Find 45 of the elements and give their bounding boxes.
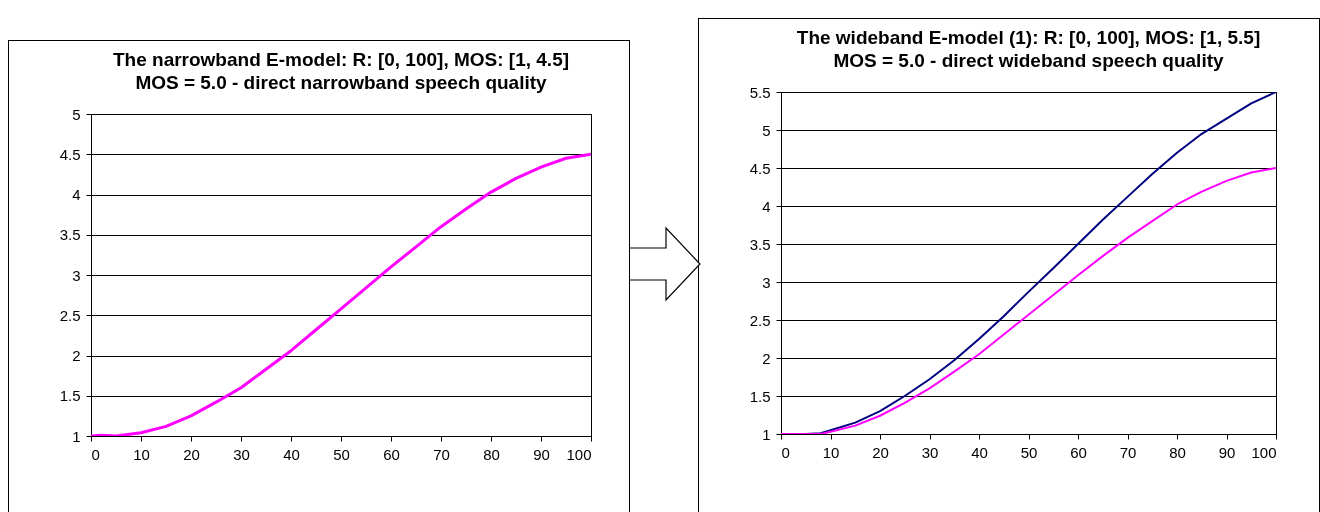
x-tick-label: 50: [1020, 443, 1038, 461]
y-tick-label: 5: [72, 105, 81, 123]
y-tick-label: 2: [72, 347, 81, 364]
y-tick-label: 4: [762, 197, 771, 215]
y-tick-label: 2.5: [749, 311, 771, 329]
x-tick-label: 30: [233, 445, 250, 463]
y-tick-label: 3: [762, 273, 771, 291]
y-tick-label: 3.5: [59, 226, 81, 244]
x-tick-label: 10: [133, 445, 150, 463]
x-tick-label: 10: [822, 443, 840, 461]
x-tick-label: 90: [533, 445, 550, 463]
x-tick-label: 60: [383, 445, 400, 463]
y-tick-label: 3.5: [749, 235, 771, 253]
x-tick-label: 20: [183, 445, 200, 463]
y-tick-label: 2: [762, 349, 771, 367]
y-tick-label: 4.5: [749, 159, 771, 177]
x-tick-label: 100: [1251, 443, 1277, 461]
chart-title: The wideband E-model (1): R: [0, 100], MOS: [1, 5.5]: [796, 27, 1261, 48]
x-tick-label: 60: [1070, 443, 1087, 461]
y-tick-label: 5: [762, 121, 771, 139]
x-tick-label: 80: [1169, 443, 1186, 461]
x-tick-label: 80: [483, 445, 500, 463]
chart-subtitle: MOS = 5.0 - direct wideband speech quality: [833, 50, 1224, 71]
y-tick-label: 3: [72, 266, 81, 284]
y-tick-label: 4: [72, 186, 81, 203]
x-tick-label: 0: [91, 445, 100, 463]
x-tick-label: 20: [872, 443, 889, 461]
y-tick-label: 1: [72, 427, 81, 445]
x-tick-label: 40: [283, 445, 300, 463]
y-tick-label: 1.5: [59, 387, 81, 405]
x-tick-label: 90: [1218, 443, 1236, 461]
x-tick-label: 0: [781, 443, 790, 461]
y-tick-label: 1.5: [749, 387, 771, 405]
x-tick-label: 50: [333, 445, 350, 463]
x-tick-label: 30: [921, 443, 939, 461]
y-tick-label: 5.5: [749, 83, 771, 101]
x-tick-label: 40: [971, 443, 988, 461]
x-tick-label: 70: [1119, 443, 1137, 461]
x-tick-label: 70: [433, 445, 450, 463]
chart-subtitle: MOS = 5.0 - direct narrowband speech quality: [135, 72, 548, 93]
x-tick-label: 100: [566, 445, 592, 463]
y-tick-label: 4.5: [59, 145, 81, 163]
y-tick-label: 1: [762, 425, 771, 443]
chart-title: The narrowband E-model: R: [0, 100], MOS: [1, 4.5]: [112, 49, 570, 70]
y-tick-label: 2.5: [59, 306, 81, 324]
